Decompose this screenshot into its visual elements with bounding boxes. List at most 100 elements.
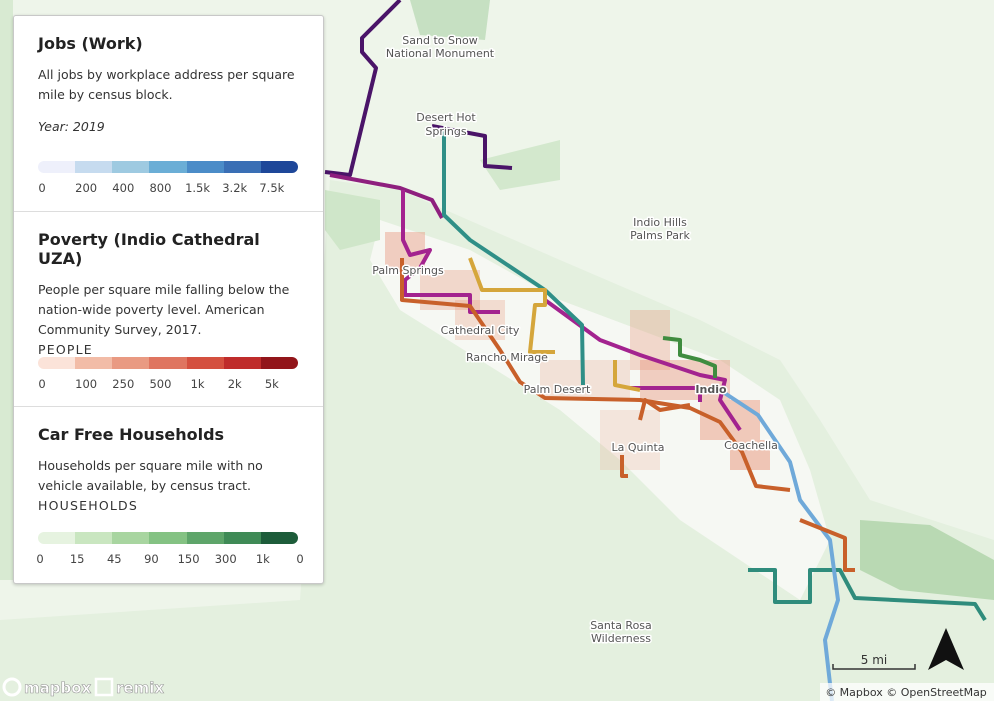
- section-description: Households per square mile with no vehic…: [38, 458, 263, 493]
- place-label: Palm Desert: [524, 383, 591, 396]
- route: [431, 124, 513, 170]
- ramp-swatch: [75, 532, 113, 544]
- scale-label: 5 mi: [861, 653, 887, 667]
- place-label: Wilderness: [591, 632, 651, 645]
- ramp-tick-label: 500: [149, 377, 172, 391]
- place-label: Indio Hills: [633, 216, 687, 229]
- ramp-swatch: [112, 161, 150, 173]
- place-label: Rancho Mirage: [466, 351, 548, 364]
- ramp-swatch: [223, 161, 261, 173]
- section-note: Year: 2019: [38, 119, 105, 134]
- ramp-swatch: [38, 357, 76, 369]
- ramp-tick-label: 300: [214, 552, 237, 566]
- ramp-swatch: [38, 532, 76, 544]
- ramp-tick-label: 0: [38, 377, 46, 391]
- ramp-tick-label: 800: [149, 181, 172, 195]
- place-label: Coachella: [724, 439, 778, 452]
- ramp-swatch: [38, 161, 76, 173]
- logos: mapbox remix: [2, 677, 165, 697]
- ramp-tick-label: 1k: [255, 552, 270, 566]
- scale-bar: 5 mi: [832, 653, 916, 670]
- place-label: Indio: [695, 383, 727, 396]
- ramp-tick-label: 7.5k: [259, 181, 285, 195]
- park: [410, 0, 490, 40]
- ramp-swatch: [223, 357, 261, 369]
- ramp-tick-label: 5k: [264, 377, 279, 391]
- route: [329, 173, 444, 219]
- route: [662, 336, 717, 378]
- place-label: Desert Hot: [416, 111, 476, 124]
- ramp-swatch: [186, 161, 224, 173]
- ramp-swatch: [260, 357, 298, 369]
- ramp-swatch: [75, 161, 113, 173]
- ramp-tick-label: 0: [296, 552, 304, 566]
- place-label: Santa Rosa: [590, 619, 652, 632]
- ramp-tick-label: 1.5k: [185, 181, 211, 195]
- place-label: Cathedral City: [441, 324, 520, 337]
- color-ramp: [38, 161, 298, 173]
- route: [799, 518, 855, 572]
- north-arrow: [928, 628, 964, 670]
- mapbox-logo: mapbox: [24, 679, 92, 697]
- ramp-swatch: [260, 532, 298, 544]
- route: [613, 360, 641, 392]
- route: [400, 258, 791, 492]
- ramp-tick-label: 100: [75, 377, 98, 391]
- legend-section: Poverty (Indio Cathedral UZA) People per …: [14, 212, 323, 407]
- ramp-tick-label: 0: [38, 181, 46, 195]
- section-title: Poverty (Indio Cathedral UZA): [38, 230, 260, 268]
- ramp-swatch: [112, 532, 150, 544]
- section-description: All jobs by workplace address per square…: [38, 67, 295, 102]
- poverty-blocks: [385, 232, 770, 470]
- attribution-bg: [820, 683, 994, 701]
- scale-line: [832, 664, 916, 670]
- place-label: National Monument: [386, 47, 495, 60]
- ramp-swatch: [149, 357, 187, 369]
- route: [638, 398, 691, 421]
- ramp-tick-label: 2k: [227, 377, 242, 391]
- attribution[interactable]: © Mapbox © OpenStreetMap: [825, 686, 987, 699]
- ramp-tick-label: 3.2k: [222, 181, 248, 195]
- park: [860, 520, 994, 600]
- remix-icon: [94, 677, 114, 697]
- route: [630, 386, 702, 402]
- place-label: La Quinta: [611, 441, 664, 454]
- ramp-swatch: [223, 532, 261, 544]
- ramp-tick-label: 45: [106, 552, 122, 566]
- route: [468, 257, 555, 354]
- ramp-swatch: [186, 532, 224, 544]
- ramp-tick-label: 150: [177, 552, 200, 566]
- section-unit: PEOPLE: [38, 342, 93, 357]
- ramp-swatch: [112, 357, 150, 369]
- section-title: Jobs (Work): [38, 34, 143, 53]
- remix-logo: remix: [116, 679, 164, 697]
- route: [748, 568, 987, 622]
- place-label: Palms Park: [630, 229, 690, 242]
- ramp-tick-label: 250: [112, 377, 135, 391]
- park: [0, 0, 13, 580]
- ramp-tick-label: 0: [36, 552, 44, 566]
- ramp-tick-label: 200: [75, 181, 98, 195]
- valley: [0, 180, 994, 701]
- route: [324, 0, 402, 177]
- ramp-swatch: [260, 161, 298, 173]
- block: [600, 410, 660, 470]
- ramp-swatch: [149, 161, 187, 173]
- legend: Jobs (Work) All jobs by workplace address…: [13, 15, 324, 584]
- routes: [324, 0, 987, 701]
- ramp-tick-label: 400: [112, 181, 135, 195]
- ramp-swatch: [75, 357, 113, 369]
- ramp-tick-label: 90: [144, 552, 159, 566]
- route: [718, 388, 840, 701]
- color-ramp: [38, 357, 298, 369]
- color-ramp: [38, 532, 298, 544]
- route: [620, 455, 628, 478]
- mapbox-icon: [2, 677, 22, 697]
- place-label: Springs: [425, 125, 466, 138]
- route: [401, 190, 500, 314]
- section-description: People per square mile falling below the…: [38, 282, 290, 337]
